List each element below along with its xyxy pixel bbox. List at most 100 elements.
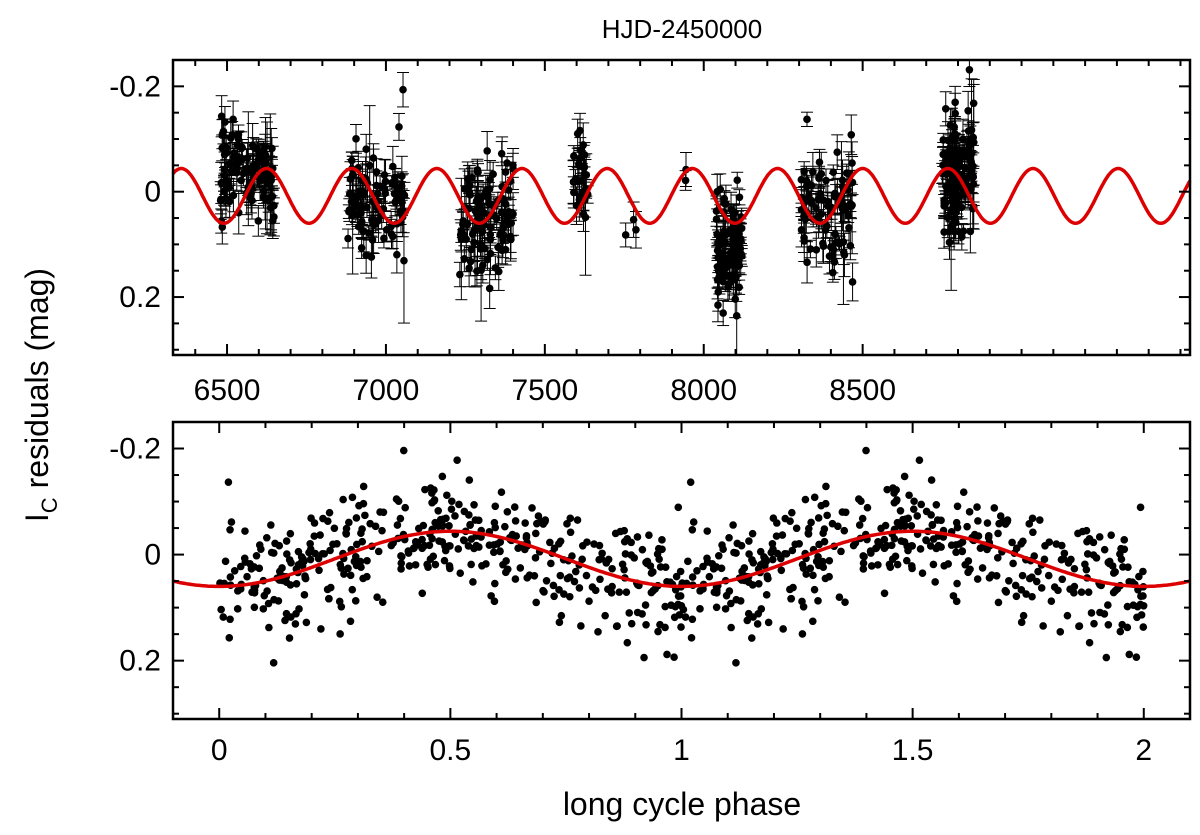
- data-point: [305, 548, 313, 557]
- data-point: [890, 534, 899, 543]
- data-point: [531, 554, 540, 562]
- data-point: [469, 578, 477, 586]
- data-point: [880, 589, 889, 598]
- x-tick-label: 0.5: [430, 734, 472, 767]
- data-point: [365, 161, 374, 170]
- data-point: [570, 577, 579, 586]
- data-point: [223, 178, 232, 186]
- data-point: [1056, 628, 1065, 636]
- data-point: [248, 196, 256, 205]
- data-point: [941, 105, 950, 113]
- data-point: [265, 623, 273, 632]
- data-point: [359, 482, 368, 491]
- data-point: [801, 495, 810, 504]
- data-point: [994, 529, 1002, 538]
- data-point: [1107, 531, 1115, 539]
- data-point: [802, 177, 811, 186]
- data-point: [829, 245, 838, 254]
- data-point: [831, 230, 839, 238]
- data-point: [550, 592, 558, 601]
- data-point: [578, 555, 586, 564]
- data-point: [598, 549, 606, 558]
- data-point: [1123, 602, 1132, 611]
- data-point: [786, 517, 794, 526]
- data-point: [352, 561, 361, 570]
- data-point: [363, 203, 371, 212]
- data-point: [645, 531, 653, 539]
- data-point: [729, 276, 738, 284]
- data-point: [503, 565, 512, 574]
- data-point: [236, 562, 245, 571]
- data-point: [503, 508, 512, 516]
- data-point: [976, 544, 985, 552]
- data-point: [262, 533, 271, 542]
- data-point: [1066, 585, 1074, 593]
- data-point: [632, 225, 640, 234]
- data-point: [555, 586, 563, 594]
- data-point: [623, 638, 632, 647]
- data-point: [745, 537, 753, 545]
- data-point: [226, 526, 234, 534]
- data-point: [243, 166, 251, 175]
- data-point: [364, 229, 373, 237]
- data-point: [731, 295, 740, 303]
- data-point: [807, 181, 816, 190]
- data-point: [349, 197, 358, 206]
- data-point: [297, 553, 306, 561]
- data-point: [267, 204, 275, 212]
- data-point: [916, 545, 925, 553]
- data-point: [378, 526, 386, 535]
- data-point: [357, 187, 365, 195]
- data-point: [233, 164, 241, 172]
- data-point: [724, 283, 732, 291]
- data-point: [1025, 520, 1034, 528]
- data-point: [965, 65, 974, 74]
- data-point: [219, 127, 228, 136]
- data-point: [1005, 576, 1013, 585]
- data-point: [295, 605, 303, 613]
- data-point: [373, 593, 381, 602]
- data-point: [800, 167, 808, 176]
- data-point: [494, 243, 503, 252]
- data-point: [957, 203, 966, 212]
- data-point: [915, 456, 924, 464]
- data-point: [363, 572, 371, 581]
- data-point: [825, 252, 834, 260]
- data-point: [300, 591, 309, 599]
- data-point: [585, 597, 593, 605]
- data-point: [541, 516, 550, 524]
- data-point: [1057, 541, 1066, 550]
- data-point: [1100, 545, 1109, 554]
- data-point: [445, 522, 453, 530]
- bottom-y-ticks: -0.2 0 0.2: [109, 421, 1190, 715]
- data-point: [841, 508, 850, 517]
- y-axis-title: IC residuals (mag): [19, 268, 62, 522]
- data-point: [475, 206, 484, 215]
- data-point: [566, 514, 575, 523]
- data-point: [435, 537, 443, 545]
- data-point: [1074, 529, 1082, 538]
- data-point: [732, 659, 740, 667]
- data-point: [1132, 653, 1141, 662]
- data-point: [798, 630, 807, 638]
- data-point: [641, 601, 650, 609]
- data-point: [229, 191, 238, 200]
- data-point: [952, 548, 960, 557]
- data-point: [714, 551, 723, 560]
- data-point: [716, 185, 725, 194]
- data-point: [267, 521, 275, 529]
- data-point: [339, 495, 347, 504]
- data-point: [268, 144, 276, 153]
- data-point: [514, 544, 522, 552]
- data-point: [854, 495, 863, 503]
- data-point: [855, 521, 864, 529]
- data-point: [966, 135, 975, 143]
- data-point: [825, 572, 833, 581]
- data-point: [373, 189, 382, 198]
- data-point: [1025, 574, 1034, 583]
- data-point: [846, 241, 855, 250]
- data-point: [940, 196, 948, 204]
- data-point: [1081, 560, 1089, 569]
- y-tick-label: 0: [144, 539, 161, 572]
- data-point: [1085, 638, 1094, 647]
